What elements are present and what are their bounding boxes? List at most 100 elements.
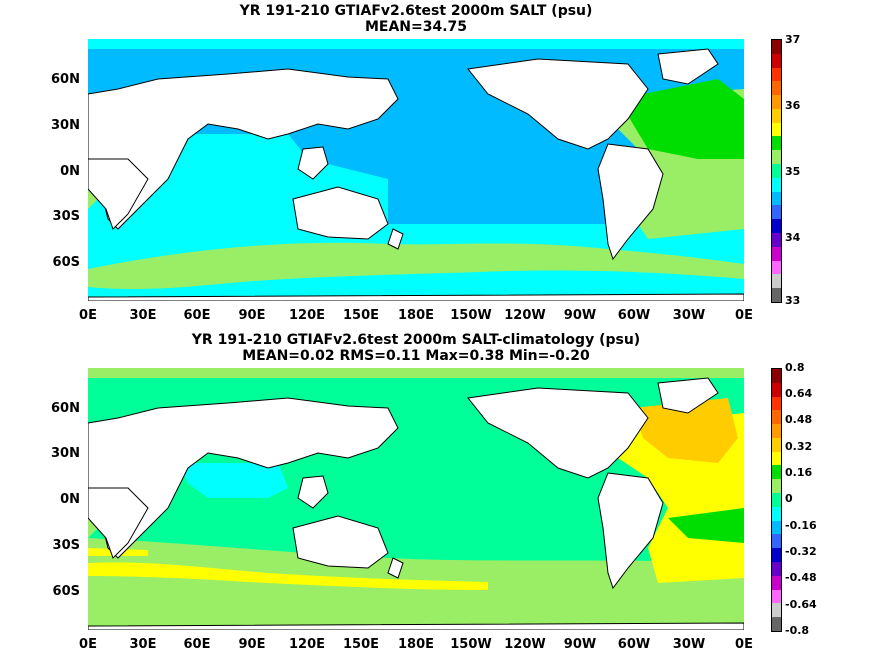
p2-colorbar-label: 0.16 <box>785 466 813 479</box>
p1-lat-label: 0N <box>60 164 80 179</box>
colorbar-segment <box>772 288 781 302</box>
p1-lon-label: 0E <box>79 308 97 323</box>
colorbar-segment <box>772 122 781 137</box>
p1-colorbar <box>771 39 782 303</box>
p1-lon-label: 60W <box>617 308 651 323</box>
p2-southern-band <box>88 562 488 590</box>
p1-lon-label: 120W <box>504 308 546 323</box>
colorbar-segment <box>772 410 781 425</box>
colorbar-segment <box>772 479 781 494</box>
p1-colorbar-label: 37 <box>785 33 801 46</box>
p2-colorbar-label: -0.48 <box>785 571 817 584</box>
p1-southern-band <box>88 242 744 289</box>
p1-lon-label: 90E <box>238 308 266 323</box>
colorbar-segment <box>772 451 781 466</box>
p2-colorbar-label: -0.32 <box>785 545 817 558</box>
p2-colorbar-label: 0.64 <box>785 387 813 400</box>
colorbar-segment <box>772 589 781 604</box>
p2-colorbar-label: 0.32 <box>785 440 813 453</box>
p2-colorbar-label: 0.48 <box>785 413 813 426</box>
p2-lon-label: 90W <box>563 637 597 652</box>
colorbar-segment <box>772 95 781 109</box>
p1-lat-label: 30S <box>52 209 80 224</box>
p2-sub-atlantic <box>668 508 744 543</box>
colorbar-segment <box>772 534 781 549</box>
p2-indian-north <box>178 463 288 498</box>
p2-colorbar-label: 0.8 <box>785 361 805 374</box>
panel1-subtitle: MEAN=34.75 <box>364 19 468 35</box>
panel2-map <box>88 368 744 630</box>
p1-lon-label: 30W <box>672 308 706 323</box>
panel2-map-svg <box>88 368 744 630</box>
colorbar-segment <box>772 164 781 178</box>
p1-lon-label: 0E <box>735 308 753 323</box>
p2-lon-label: 150W <box>450 637 492 652</box>
colorbar-segment <box>772 382 781 397</box>
colorbar-segment <box>772 437 781 452</box>
colorbar-segment <box>772 493 781 507</box>
colorbar-segment <box>772 260 781 275</box>
p1-colorbar-label: 33 <box>785 294 801 307</box>
p1-lon-label: 120E <box>288 308 326 323</box>
p1-land <box>88 48 744 301</box>
colorbar-segment <box>772 396 781 411</box>
colorbar-segment <box>772 617 781 631</box>
colorbar-segment <box>772 369 781 383</box>
p1-lat-label: 60N <box>51 72 80 87</box>
p1-arctic <box>88 39 744 49</box>
p2-colorbar-label: -0.16 <box>785 519 817 532</box>
p1-lon-label: 150W <box>450 308 492 323</box>
p2-lon-label: 180E <box>397 637 435 652</box>
colorbar-segment <box>772 108 781 123</box>
p2-lon-label: 90E <box>238 637 266 652</box>
p2-lat-label: 60S <box>52 584 80 599</box>
colorbar-segment <box>772 40 781 54</box>
p2-lon-label: 120E <box>288 637 326 652</box>
colorbar-segment <box>772 465 781 480</box>
colorbar-segment <box>772 548 781 562</box>
p2-arctic <box>88 368 744 378</box>
p2-lon-label: 60E <box>183 637 211 652</box>
p1-lat-label: 30N <box>51 118 80 133</box>
p1-colorbar-label: 36 <box>785 99 801 112</box>
p1-colorbar-label: 35 <box>785 165 801 178</box>
p2-colorbar <box>771 368 782 632</box>
colorbar-segment <box>772 575 781 590</box>
p2-lat-label: 30N <box>51 446 80 461</box>
colorbar-segment <box>772 67 781 82</box>
colorbar-segment <box>772 219 781 233</box>
colorbar-segment <box>772 81 781 96</box>
colorbar-segment <box>772 274 781 289</box>
p2-lon-label: 0E <box>735 637 753 652</box>
colorbar-segment <box>772 520 781 535</box>
p1-lon-label: 30E <box>129 308 157 323</box>
p1-lon-label: 180E <box>397 308 435 323</box>
p1-lon-label: 90W <box>563 308 597 323</box>
p2-lat-label: 60N <box>51 401 80 416</box>
p2-colorbar-label: -0.64 <box>785 598 817 611</box>
panel1-map <box>88 39 744 301</box>
p2-colorbar-label: -0.8 <box>785 624 810 637</box>
p2-lat-label: 0N <box>60 492 80 507</box>
colorbar-segment <box>772 150 781 165</box>
p2-lon-label: 30W <box>672 637 706 652</box>
p2-colorbar-label: 0 <box>785 492 793 505</box>
colorbar-segment <box>772 177 781 192</box>
colorbar-segment <box>772 603 781 618</box>
panel1-map-svg <box>88 39 744 301</box>
colorbar-segment <box>772 232 781 247</box>
p1-north-atlantic <box>618 79 744 159</box>
colorbar-segment <box>772 246 781 261</box>
p2-north-atlantic <box>633 398 738 463</box>
colorbar-segment <box>772 506 781 521</box>
colorbar-segment <box>772 191 781 206</box>
p2-lon-label: 60W <box>617 637 651 652</box>
p2-lon-label: 30E <box>129 637 157 652</box>
p2-lon-label: 0E <box>79 637 97 652</box>
p2-lat-label: 30S <box>52 538 80 553</box>
p1-lat-label: 60S <box>52 255 80 270</box>
colorbar-segment <box>772 205 781 220</box>
panel2-title: YR 191-210 GTIAFv2.6test 2000m SALT-clim… <box>191 332 641 348</box>
p2-land <box>88 377 744 630</box>
colorbar-segment <box>772 561 781 576</box>
